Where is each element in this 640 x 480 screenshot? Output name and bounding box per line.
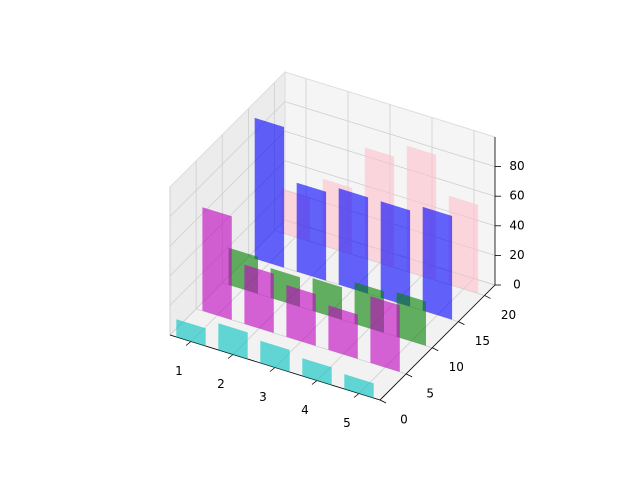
z-tick-label: 20 bbox=[509, 248, 524, 262]
z-tick-label: 80 bbox=[509, 159, 524, 173]
x-tick bbox=[353, 393, 360, 398]
bar bbox=[176, 319, 206, 347]
bar bbox=[254, 117, 285, 268]
bar bbox=[448, 195, 479, 294]
y-tick bbox=[379, 399, 387, 404]
bar bbox=[328, 305, 358, 359]
y-tick-label: 10 bbox=[449, 360, 464, 374]
bar bbox=[296, 182, 327, 281]
z-tick-label: 60 bbox=[509, 189, 524, 203]
x-tick bbox=[311, 380, 318, 385]
y-tick bbox=[432, 347, 439, 352]
bar bbox=[218, 323, 248, 360]
y-tick-label: 5 bbox=[426, 386, 434, 400]
grid-line bbox=[284, 101, 496, 167]
bar bbox=[344, 374, 374, 399]
grid-line bbox=[169, 101, 286, 217]
y-axis bbox=[379, 284, 496, 401]
grid-line bbox=[196, 308, 407, 375]
y-tick-label: 15 bbox=[475, 334, 490, 348]
x-tick-label: 4 bbox=[301, 403, 309, 417]
bar bbox=[422, 206, 453, 320]
x-tick bbox=[185, 341, 192, 346]
bar bbox=[302, 358, 332, 386]
x-tick bbox=[227, 354, 234, 359]
x-tick bbox=[269, 367, 276, 372]
bar bbox=[202, 207, 232, 320]
bar bbox=[396, 292, 426, 346]
z-tick-label: 40 bbox=[509, 218, 524, 232]
y-tick bbox=[405, 373, 413, 378]
x-tick-label: 3 bbox=[259, 390, 267, 404]
bar bbox=[244, 264, 274, 333]
y-tick-label: 0 bbox=[400, 413, 408, 427]
bar bbox=[370, 296, 400, 372]
bar bbox=[338, 188, 369, 294]
y-tick bbox=[484, 295, 491, 299]
x-tick-label: 2 bbox=[217, 377, 225, 391]
bar bbox=[286, 285, 316, 346]
bar bbox=[260, 340, 290, 373]
bar bbox=[380, 201, 411, 307]
z-tick-label: 0 bbox=[513, 278, 521, 292]
x-tick-label: 1 bbox=[175, 364, 183, 378]
y-tick bbox=[458, 321, 465, 325]
x-tick-label: 5 bbox=[343, 416, 351, 430]
y-tick-label: 20 bbox=[501, 308, 516, 322]
